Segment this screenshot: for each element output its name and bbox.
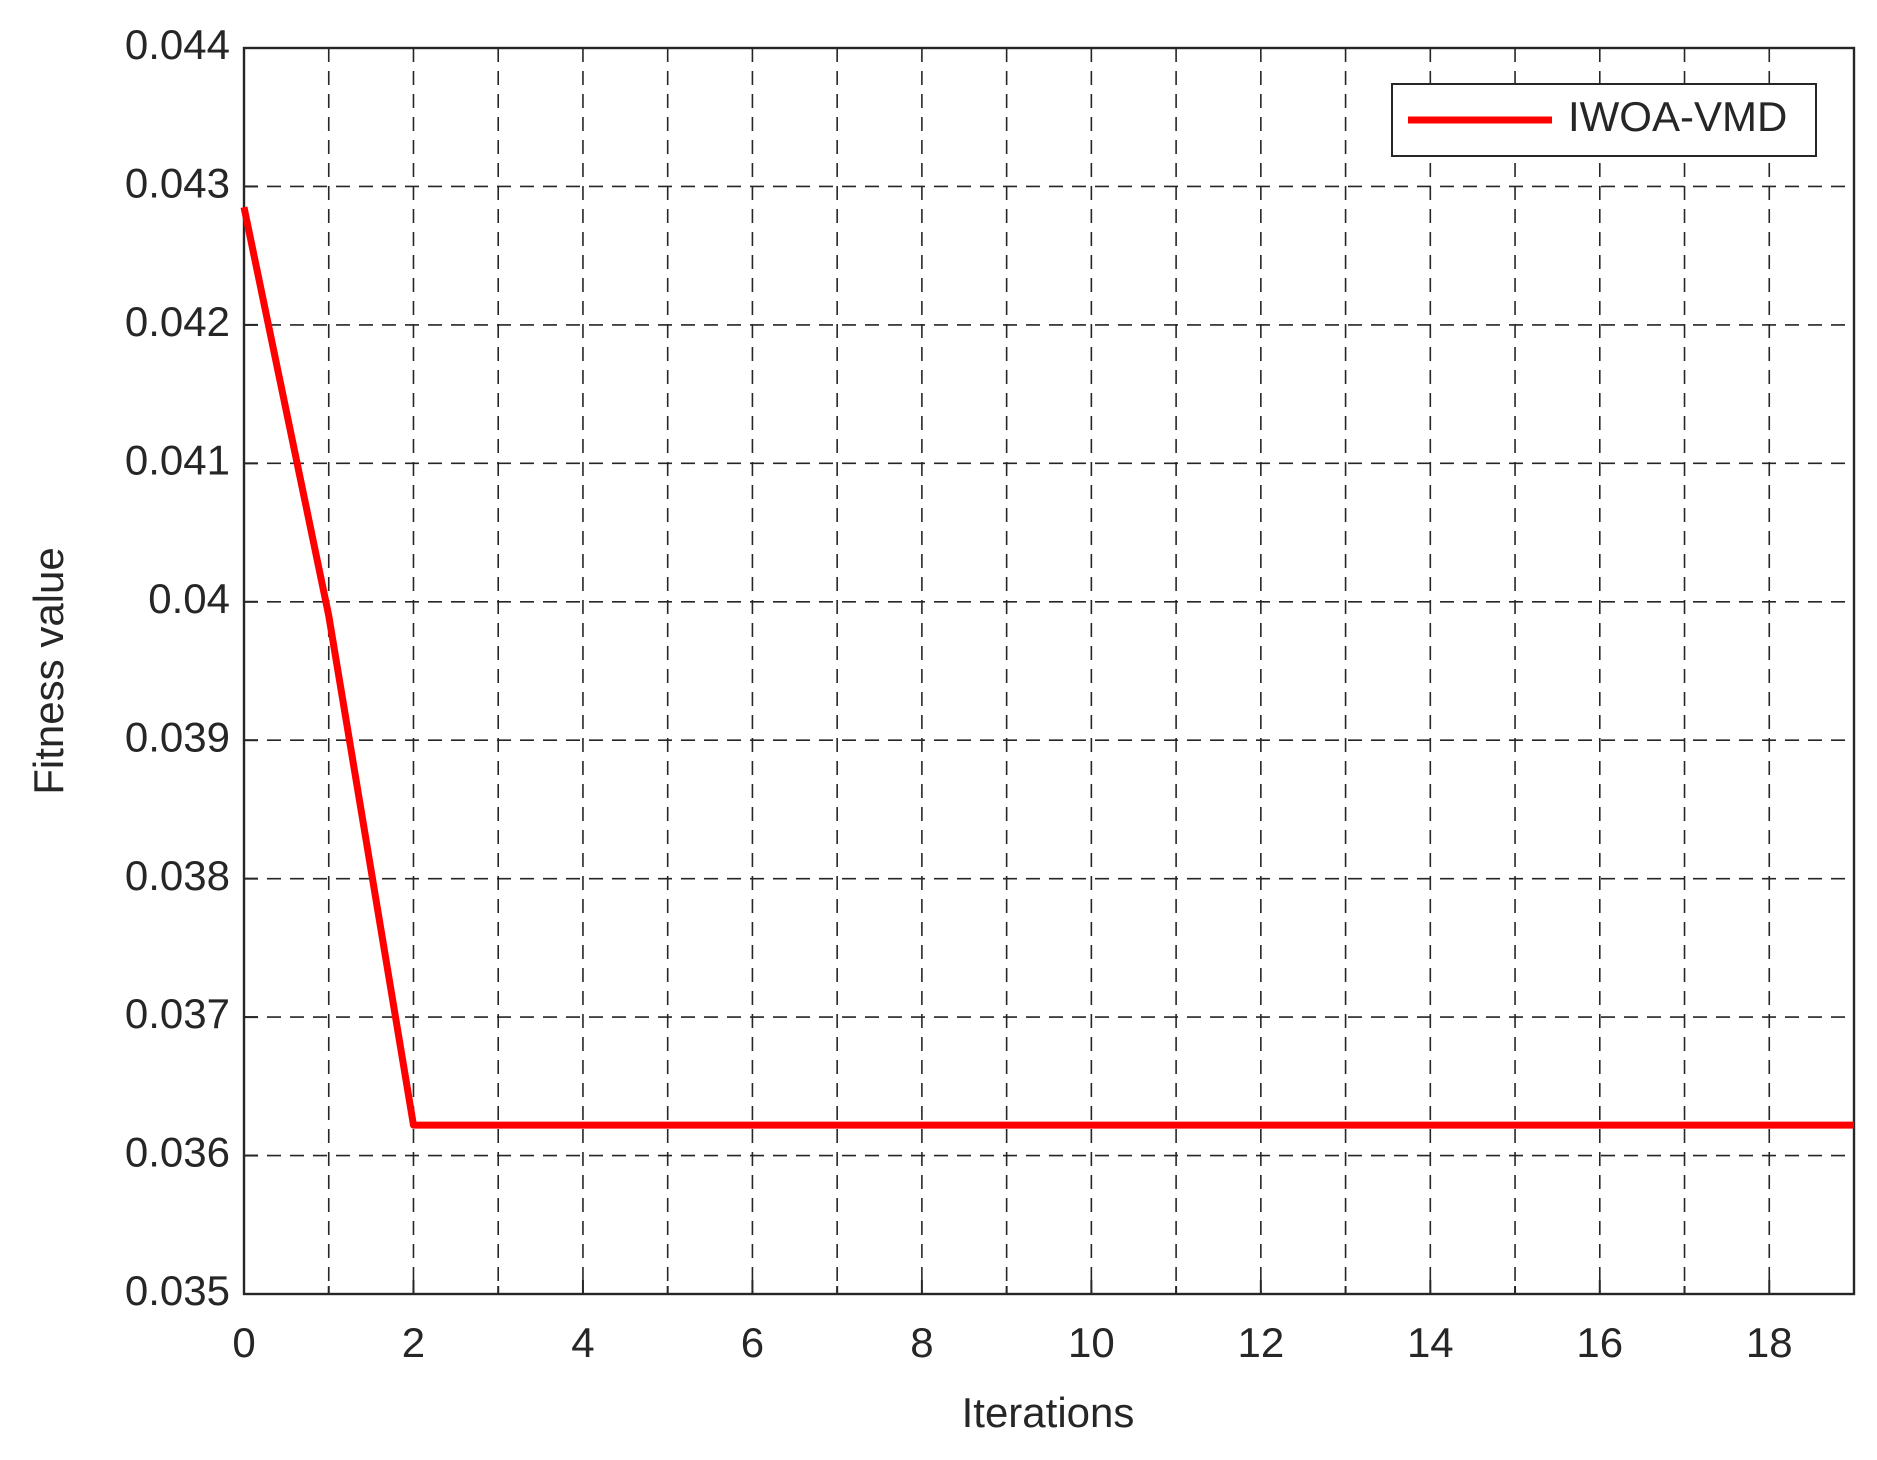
x-tick-label: 10 — [1068, 1319, 1115, 1366]
y-tick-label: 0.035 — [125, 1267, 230, 1314]
y-tick-label: 0.04 — [148, 575, 230, 622]
y-axis-label: Fitness value — [25, 547, 72, 794]
x-tick-label: 16 — [1576, 1319, 1623, 1366]
y-tick-label: 0.039 — [125, 713, 230, 760]
x-tick-label: 6 — [741, 1319, 764, 1366]
x-tick-label: 12 — [1237, 1319, 1284, 1366]
x-axis-label: Iterations — [962, 1389, 1135, 1436]
x-tick-label: 0 — [232, 1319, 255, 1366]
y-tick-label: 0.036 — [125, 1129, 230, 1176]
legend-label: IWOA-VMD — [1568, 93, 1787, 140]
y-tick-label: 0.043 — [125, 160, 230, 207]
data-line — [240, 206, 1854, 1129]
plot-frame — [242, 46, 1856, 1296]
x-tick-label: 14 — [1407, 1319, 1454, 1366]
y-tick-label: 0.042 — [125, 298, 230, 345]
x-tick-label: 18 — [1746, 1319, 1793, 1366]
y-tick-label: 0.044 — [125, 21, 230, 68]
x-tick-label: 4 — [571, 1319, 594, 1366]
y-tick-label: 0.037 — [125, 990, 230, 1037]
x-tick-label: 2 — [402, 1319, 425, 1366]
y-tick-label: 0.038 — [125, 852, 230, 899]
x-tick-label: 8 — [910, 1319, 933, 1366]
y-tick-label: 0.041 — [125, 436, 230, 483]
